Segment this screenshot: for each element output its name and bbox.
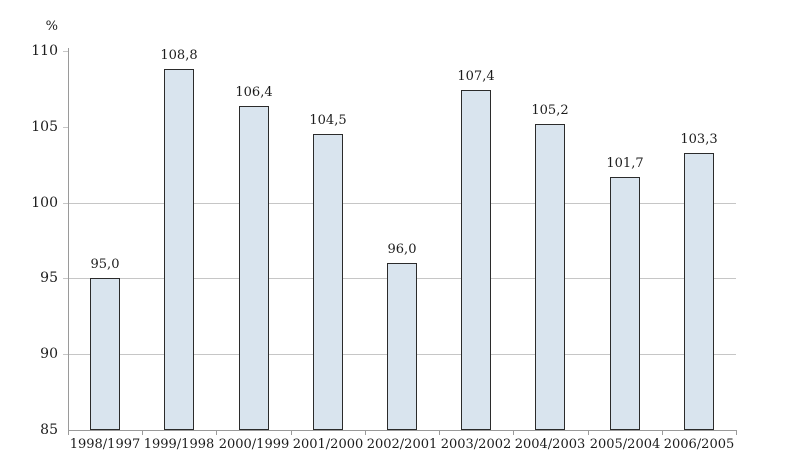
- x-tick-mark-7: [588, 431, 589, 435]
- bar-2001/2000: [313, 134, 343, 430]
- x-tick-mark-2: [216, 431, 217, 435]
- x-axis: [68, 430, 737, 431]
- x-tick-label-5: 2003/2002: [440, 437, 512, 452]
- y-tick-label-110: 110: [31, 43, 58, 59]
- y-tick-mark-90: [63, 354, 68, 356]
- y-axis-unit-label: %: [45, 19, 58, 34]
- x-tick-mark-4: [365, 431, 366, 435]
- y-tick-mark-110: [63, 51, 68, 52]
- x-tick-mark-6: [513, 431, 514, 435]
- bar-value-label-6: 105,2: [531, 102, 569, 118]
- x-tick-label-3: 2001/2000: [292, 437, 364, 452]
- bar-value-label-3: 104,5: [309, 113, 347, 129]
- x-tick-mark-0: [68, 431, 69, 435]
- y-tick-label-95: 95: [40, 270, 58, 287]
- y-tick-label-85: 85: [40, 422, 58, 438]
- x-tick-mark-8: [662, 431, 663, 435]
- y-tick-label-100: 100: [31, 194, 58, 211]
- y-tick-mark-95: [63, 278, 68, 280]
- bar-2006/2005: [684, 152, 714, 430]
- bar-2000/1999: [239, 105, 269, 430]
- bar-1998/1997: [90, 278, 120, 430]
- bar-2005/2004: [610, 176, 640, 430]
- x-tick-label-0: 1998/1997: [69, 437, 141, 452]
- bar-value-label-8: 103,3: [680, 131, 718, 147]
- x-tick-mark-1: [142, 431, 143, 435]
- y-axis: [68, 48, 69, 431]
- bar-value-label-0: 95,0: [90, 257, 120, 273]
- x-tick-label-6: 2004/2003: [514, 437, 586, 452]
- x-tick-label-1: 1999/1998: [143, 437, 215, 452]
- bar-1999/1998: [164, 69, 194, 430]
- bar-value-label-5: 107,4: [457, 69, 495, 85]
- x-tick-label-7: 2005/2004: [589, 437, 661, 452]
- y-tick-label-90: 90: [40, 346, 58, 363]
- x-tick-mark-3: [291, 431, 292, 435]
- y-tick-mark-100: [63, 202, 68, 204]
- bar-value-label-7: 101,7: [606, 155, 644, 171]
- x-tick-label-4: 2002/2001: [366, 437, 438, 452]
- gridline-100: [69, 202, 736, 204]
- bar-value-label-1: 108,8: [160, 48, 198, 64]
- bar-value-label-4: 96,0: [387, 242, 417, 258]
- bar-value-label-2: 106,4: [235, 84, 273, 100]
- x-tick-label-8: 2006/2005: [663, 437, 735, 452]
- x-tick-mark-5: [439, 431, 440, 435]
- x-tick-label-2: 2000/1999: [218, 437, 290, 452]
- bar-2002/2001: [387, 263, 417, 430]
- y-tick-mark-105: [63, 126, 68, 128]
- y-tick-label-105: 105: [31, 118, 58, 135]
- bar-2003/2002: [461, 90, 491, 430]
- x-tick-mark-9: [736, 431, 737, 435]
- bar-2004/2003: [535, 123, 565, 430]
